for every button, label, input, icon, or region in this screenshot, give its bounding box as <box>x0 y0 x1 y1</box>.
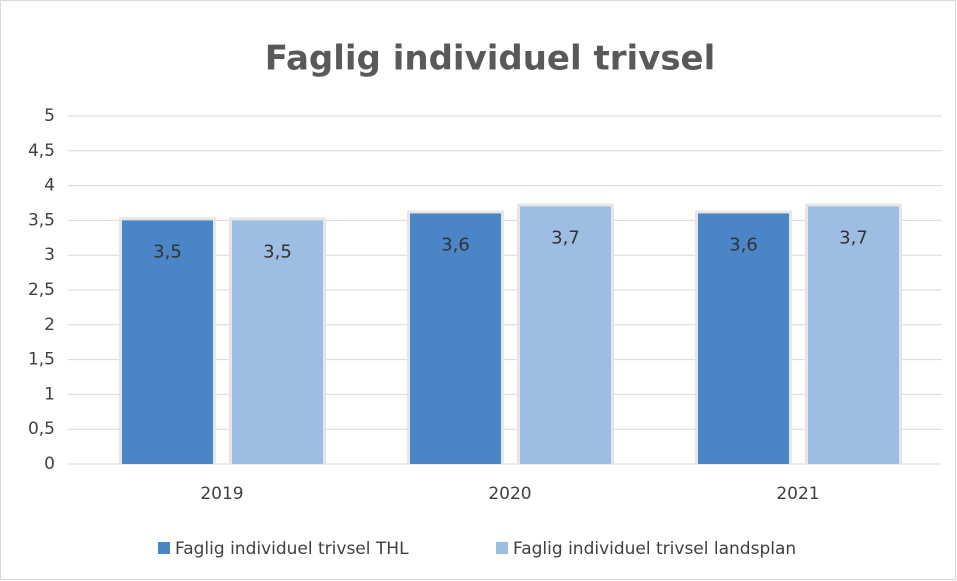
data-label: 3,6 <box>441 234 470 255</box>
y-tick-label: 2,5 <box>28 280 55 300</box>
x-tick-label: 2021 <box>776 484 819 504</box>
y-tick-label: 5 <box>44 106 55 126</box>
y-tick-label: 0,5 <box>28 419 55 439</box>
legend-label: Faglig individuel trivsel THL <box>175 539 409 559</box>
bar <box>232 220 323 464</box>
legend-label: Faglig individuel trivsel landsplan <box>513 539 796 559</box>
data-label: 3,7 <box>839 227 868 248</box>
y-tick-label: 2 <box>44 315 55 335</box>
bar <box>410 213 501 464</box>
data-label: 3,5 <box>153 241 182 262</box>
x-tick-label: 2020 <box>488 484 531 504</box>
bar <box>808 206 899 465</box>
chart-title: Faglig individuel trivsel <box>265 39 716 79</box>
y-tick-label: 3,5 <box>28 210 55 230</box>
legend-swatch <box>496 542 508 554</box>
y-tick-label: 1 <box>44 384 55 404</box>
x-tick-label: 2019 <box>200 484 243 504</box>
data-label: 3,6 <box>729 234 758 255</box>
y-tick-label: 4 <box>44 176 55 196</box>
data-label: 3,7 <box>551 227 580 248</box>
y-tick-label: 1,5 <box>28 350 55 370</box>
legend-swatch <box>158 542 170 554</box>
data-label: 3,5 <box>263 241 292 262</box>
y-tick-label: 0 <box>44 454 55 474</box>
bar <box>698 213 789 464</box>
bar <box>122 220 213 464</box>
y-tick-label: 4,5 <box>28 141 55 161</box>
bar <box>520 206 611 465</box>
y-tick-label: 3 <box>44 245 55 265</box>
